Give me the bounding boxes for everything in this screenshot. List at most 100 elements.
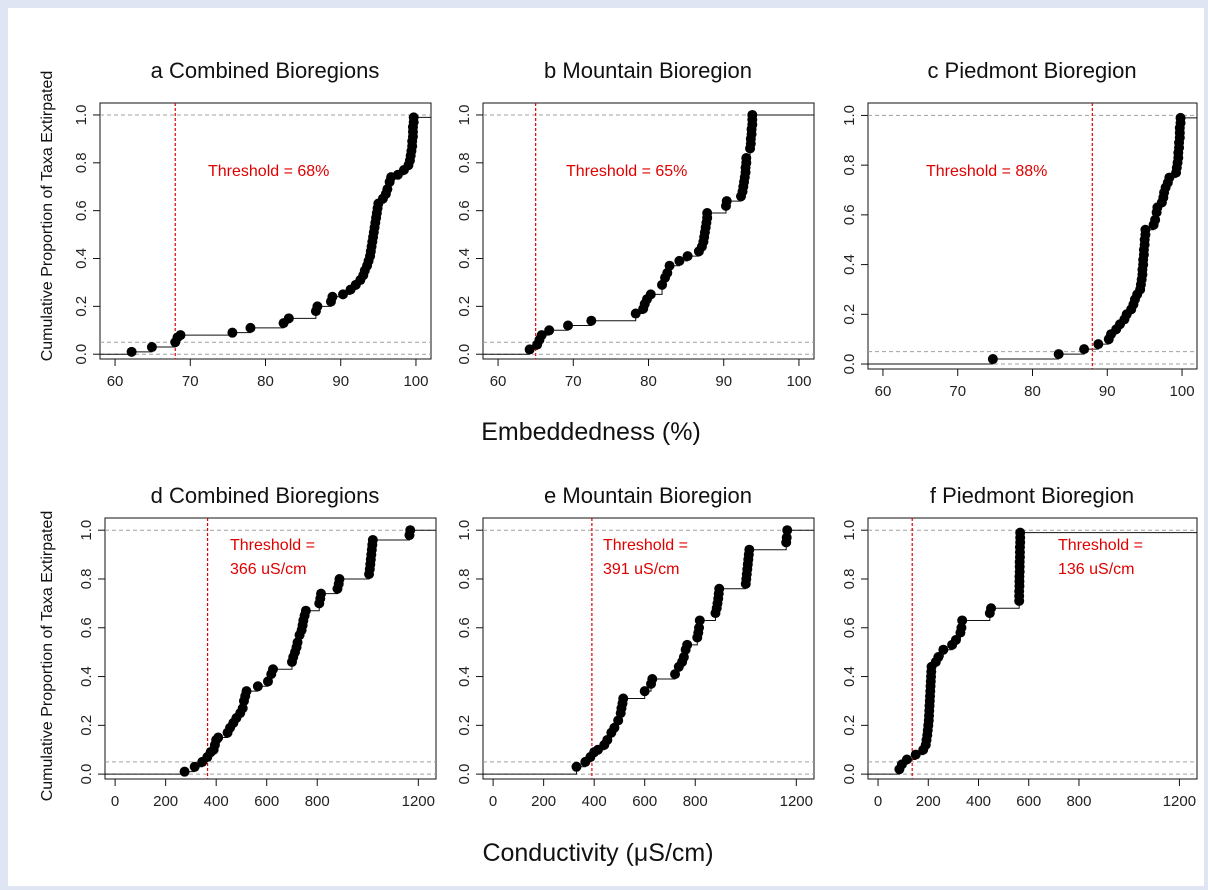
x-tick-label: 200 xyxy=(531,793,556,810)
threshold-label-a: Threshold = 68% xyxy=(208,163,329,180)
data-point xyxy=(664,260,675,271)
data-point xyxy=(682,639,693,650)
x-tick-label: 100 xyxy=(786,373,811,390)
y-axis-label-bottom: Cumulative Proportion of Taxa Extirpated xyxy=(39,511,56,802)
panel-title-b: b Mountain Bioregion xyxy=(544,58,752,83)
x-tick-label: 600 xyxy=(1016,793,1041,810)
data-point xyxy=(910,749,921,760)
y-tick-label: 0.8 xyxy=(456,152,473,173)
y-tick-label: 0.0 xyxy=(78,764,95,785)
y-tick-label: 0.0 xyxy=(73,344,90,365)
data-point xyxy=(189,761,200,772)
x-tick-label: 200 xyxy=(916,793,941,810)
threshold-label-f: Threshold = xyxy=(1058,537,1143,554)
data-point xyxy=(639,686,650,697)
x-tick-label: 1200 xyxy=(1163,793,1196,810)
y-tick-label: 0.0 xyxy=(456,764,473,785)
data-point xyxy=(957,615,968,626)
y-tick-label: 0.6 xyxy=(841,617,858,638)
x-tick-label: 90 xyxy=(715,373,732,390)
data-point xyxy=(1053,349,1064,360)
step-line-a xyxy=(100,116,431,355)
data-point xyxy=(327,291,338,302)
panel-title-a: a Combined Bioregions xyxy=(151,58,380,83)
y-tick-label: 0.4 xyxy=(456,248,473,269)
x-tick-label: 70 xyxy=(565,373,582,390)
y-tick-label: 0.4 xyxy=(841,254,858,275)
x-tick-label: 800 xyxy=(305,793,330,810)
data-point xyxy=(721,196,732,207)
y-tick-label: 0.4 xyxy=(456,666,473,687)
y-tick-label: 0.4 xyxy=(73,248,90,269)
y-tick-label: 1.0 xyxy=(73,105,90,126)
panel-title-e: e Mountain Bioregion xyxy=(544,483,752,508)
y-tick-label: 0.0 xyxy=(456,344,473,365)
plot-frame-b xyxy=(482,102,815,360)
threshold-label-f: 136 uS/cm xyxy=(1058,561,1134,578)
x-tick-label: 400 xyxy=(204,793,229,810)
y-tick-label: 1.0 xyxy=(841,105,858,126)
data-point xyxy=(300,605,311,616)
data-point xyxy=(312,301,323,312)
data-point xyxy=(714,583,725,594)
x-tick-label: 80 xyxy=(1024,383,1041,400)
data-point xyxy=(781,532,792,543)
data-point xyxy=(175,330,186,341)
data-point xyxy=(146,342,157,353)
data-point xyxy=(1093,339,1104,350)
data-point xyxy=(901,754,912,765)
data-point xyxy=(694,615,705,626)
y-tick-label: 0.6 xyxy=(456,617,473,638)
panel-title-f: f Piedmont Bioregion xyxy=(930,483,1134,508)
y-tick-label: 0.2 xyxy=(456,296,473,317)
x-tick-label: 80 xyxy=(640,373,657,390)
y-tick-label: 0.4 xyxy=(78,666,95,687)
panel-e: e Mountain Bioregion 0 200 400 600 800 1200 0.0… xyxy=(456,483,815,810)
x-tick-label: 400 xyxy=(582,793,607,810)
threshold-label-b: Threshold = 65% xyxy=(566,163,687,180)
data-point xyxy=(213,732,224,743)
x-tick-label: 90 xyxy=(1099,383,1116,400)
y-tick-label: 1.0 xyxy=(841,520,858,541)
x-tick-label: 90 xyxy=(332,373,349,390)
x-tick-label: 800 xyxy=(683,793,708,810)
data-point xyxy=(1015,527,1026,538)
data-point xyxy=(334,573,345,584)
threshold-label-c: Threshold = 88% xyxy=(926,163,1047,180)
y-tick-label: 0.6 xyxy=(841,204,858,225)
x-tick-label: 400 xyxy=(966,793,991,810)
figure: Cumulative Proportion of Taxa Extirpated… xyxy=(8,8,1204,886)
data-point xyxy=(227,327,238,338)
data-point xyxy=(938,644,949,655)
x-tick-label: 70 xyxy=(182,373,199,390)
x-tick-label: 600 xyxy=(632,793,657,810)
y-tick-label: 0.2 xyxy=(456,715,473,736)
step-line-b xyxy=(483,114,814,355)
data-point xyxy=(316,588,327,599)
plot-frame-f xyxy=(867,517,1198,780)
data-point xyxy=(408,112,419,123)
panel-d: d Combined Bioregions 0 200 400 600 800 1200 0.… xyxy=(78,483,437,810)
data-point xyxy=(283,313,294,324)
plot-frame-e xyxy=(482,517,815,780)
panels: a Combined Bioregions 60 70 80 90 100 0.0 0.2 0.… xyxy=(73,58,1198,810)
x-tick-label: 0 xyxy=(489,793,497,810)
y-tick-label: 0.0 xyxy=(841,354,858,375)
data-point xyxy=(744,544,755,555)
data-point xyxy=(702,208,713,219)
data-point xyxy=(602,734,613,745)
data-point xyxy=(405,525,416,536)
data-point xyxy=(367,534,378,545)
y-tick-label: 0.4 xyxy=(841,666,858,687)
y-tick-label: 0.2 xyxy=(841,715,858,736)
data-point xyxy=(630,308,641,319)
x-axis-label-top: Embeddedness (%) xyxy=(481,418,701,446)
data-point xyxy=(241,686,252,697)
x-tick-label: 0 xyxy=(874,793,882,810)
panel-title-c: c Piedmont Bioregion xyxy=(927,58,1136,83)
data-point xyxy=(536,330,547,341)
data-point xyxy=(618,693,629,704)
data-point xyxy=(1079,344,1090,355)
y-axis-label-top: Cumulative Proportion of Taxa Extirpated xyxy=(39,71,56,362)
threshold-label-d: 366 uS/cm xyxy=(230,561,306,578)
